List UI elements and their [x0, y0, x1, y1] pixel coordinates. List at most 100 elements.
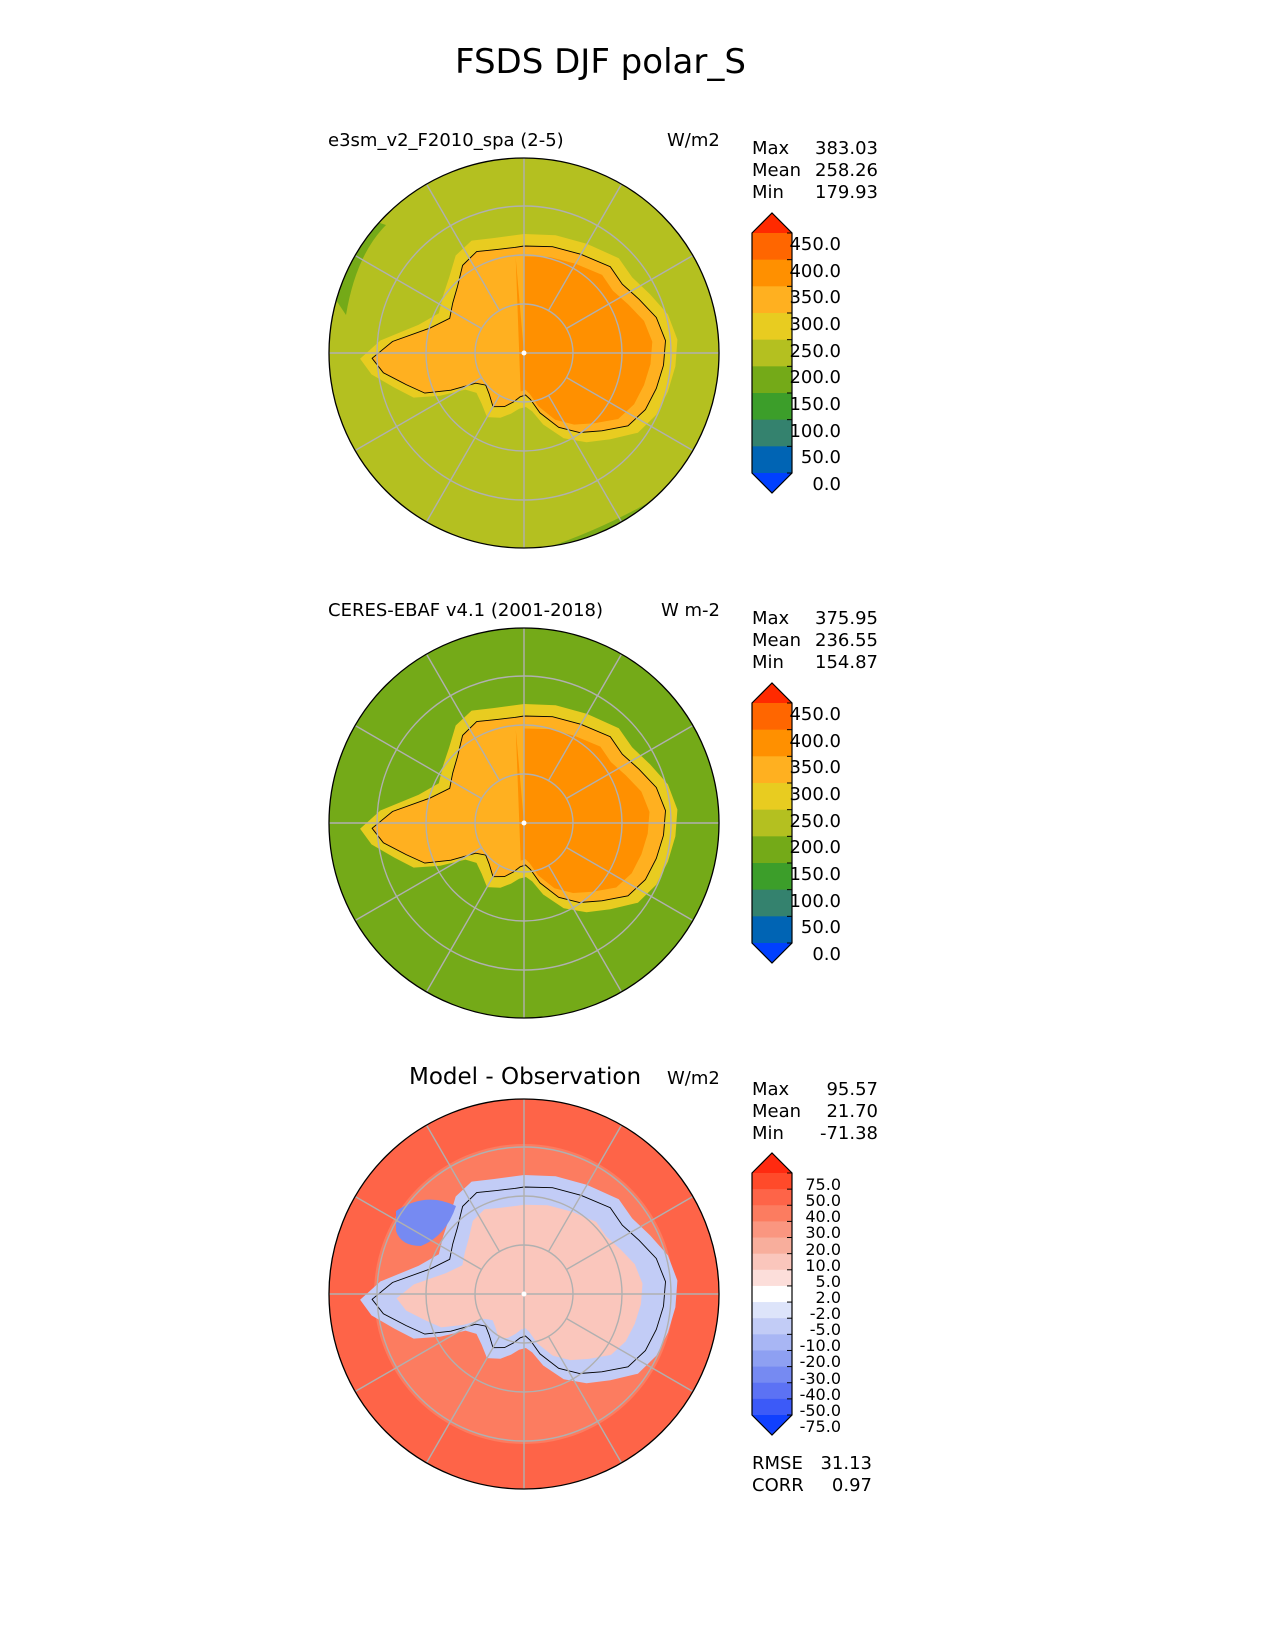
map-boundary: [328, 157, 720, 549]
colorbar-tick-label: -2.0: [809, 1304, 841, 1324]
meridian-line: [354, 724, 482, 800]
colorbar-bin: [752, 1382, 792, 1400]
meridian-line: [566, 1195, 694, 1271]
meridian-line: [566, 1317, 694, 1393]
colorbar-bin: [752, 1237, 792, 1255]
colorbar-tick-label: 50.0: [800, 917, 841, 939]
colorbar-tick-label: 10.0: [805, 1255, 841, 1275]
colorbar-bin: [752, 233, 792, 261]
colorbar-bin: [752, 366, 792, 394]
panel-3-title: Model - Observation: [409, 1064, 642, 1090]
meridian-line: [547, 183, 623, 311]
colorbar-bin: [752, 1189, 792, 1206]
colorbar-bin: [752, 1269, 792, 1287]
panel-1-stats: Max 383.03 Mean 258.26 Min 179.93: [752, 138, 878, 204]
stat-max-value: 375.95: [815, 608, 878, 629]
stat-min-value: 179.93: [815, 182, 878, 203]
panel-2-colorbar: [751, 682, 793, 964]
colorbar-tick-label: -20.0: [799, 1352, 841, 1372]
colorbar-extend-min: [752, 943, 792, 963]
ocean-low-patch: [329, 215, 386, 315]
stat-min-value: -71.38: [819, 1123, 878, 1144]
colorbar-tick-label: 300.0: [789, 784, 841, 805]
stat-mean-value: 21.70: [826, 1101, 878, 1122]
panel-1-title: e3sm_v2_F2010_spa (2-5): [328, 130, 564, 151]
stat-mean-label: Mean: [752, 160, 802, 181]
metric-corr-value: 0.97: [831, 1475, 872, 1496]
colorbar-extend-max: [752, 1153, 792, 1173]
colorbar-bin: [752, 1398, 792, 1416]
colorbar-tick-label: 75.0: [805, 1175, 841, 1194]
panel-3-polar-map: [328, 1098, 720, 1490]
meridian-line: [547, 1124, 623, 1252]
pole-marker: [521, 1291, 527, 1297]
stat-mean-value: 236.55: [815, 630, 878, 651]
panel-2-units: W m-2: [661, 600, 721, 621]
stat-min-label: Min: [752, 182, 784, 203]
colorbar-extend-max: [752, 213, 792, 233]
meridian-line: [425, 653, 501, 781]
colorbar-tick-label: 250.0: [789, 340, 841, 362]
figure-title: FSDS DJF polar_S: [455, 42, 746, 82]
stat-mean-label: Mean: [752, 1101, 802, 1122]
colorbar-tick-label: 250.0: [789, 810, 841, 832]
colorbar-bin: [752, 889, 792, 917]
meridian-line: [425, 865, 501, 993]
stat-mean-value: 258.26: [815, 160, 878, 181]
colorbar-extend-min: [752, 473, 792, 493]
colorbar-tick-label: 400.0: [789, 260, 841, 282]
colorbar-bin: [752, 703, 792, 731]
colorbar-tick-label: 30.0: [805, 1223, 841, 1243]
stat-max-label: Max: [752, 138, 790, 159]
colorbar-tick-label: 50.0: [805, 1191, 841, 1211]
colorbar-tick-label: -30.0: [799, 1368, 841, 1388]
colorbar-tick-label: 350.0: [789, 757, 841, 779]
colorbar-bin: [752, 419, 792, 447]
meridian-line: [566, 376, 694, 452]
stat-max-label: Max: [752, 608, 790, 629]
colorbar-tick-label: 350.0: [789, 287, 841, 309]
colorbar-tick-label: 450.0: [789, 704, 841, 725]
panel-3-colorbar: [751, 1152, 793, 1436]
colorbar-tick-label: 2.0: [815, 1287, 841, 1307]
meridian-line: [425, 183, 501, 311]
colorbar-bin: [752, 1366, 792, 1384]
meridian-line: [354, 254, 482, 330]
colorbar-bin: [752, 836, 792, 864]
meridian-line: [547, 865, 623, 993]
colorbar-extend-min: [752, 1415, 792, 1435]
colorbar-bin: [752, 313, 792, 341]
colorbar-tick-label: 20.0: [805, 1239, 841, 1259]
metric-rmse-label: RMSE: [752, 1453, 803, 1474]
colorbar-tick-label: -50.0: [799, 1400, 841, 1420]
colorbar-bin: [752, 863, 792, 891]
panel-3-units: W/m2: [667, 1068, 720, 1089]
colorbar-bin: [752, 1173, 792, 1190]
colorbar-tick-label: -40.0: [799, 1384, 841, 1404]
stat-min-label: Min: [752, 1123, 784, 1144]
colorbar-bin: [752, 1318, 792, 1335]
colorbar-bin: [752, 259, 792, 287]
colorbar-bin: [752, 393, 792, 421]
colorbar-bin: [752, 1350, 792, 1368]
colorbar-tick-label: 0.0: [812, 944, 841, 965]
colorbar-tick-label: -10.0: [799, 1336, 841, 1356]
colorbar-tick-label: 200.0: [789, 367, 841, 389]
colorbar-tick-label: 40.0: [805, 1207, 841, 1227]
map-boundary: [328, 627, 720, 1019]
stat-max-value: 383.03: [815, 138, 878, 159]
meridian-line: [547, 1336, 623, 1464]
stat-min-value: 154.87: [815, 652, 878, 673]
colorbar-tick-label: -75.0: [799, 1417, 841, 1436]
colorbar-tick-label: 100.0: [789, 890, 841, 912]
meridian-line: [425, 395, 501, 523]
meridian-line: [425, 1124, 501, 1252]
colorbar-tick-label: 0.0: [812, 474, 841, 495]
colorbar-tick-label: 200.0: [789, 837, 841, 859]
meridian-line: [354, 1195, 482, 1271]
colorbar-tick-label: -5.0: [809, 1320, 841, 1340]
panel-1-colorbar: [751, 212, 793, 494]
pole-marker: [521, 350, 527, 356]
panel-1-units: W/m2: [667, 130, 720, 151]
meridian-line: [425, 1336, 501, 1464]
